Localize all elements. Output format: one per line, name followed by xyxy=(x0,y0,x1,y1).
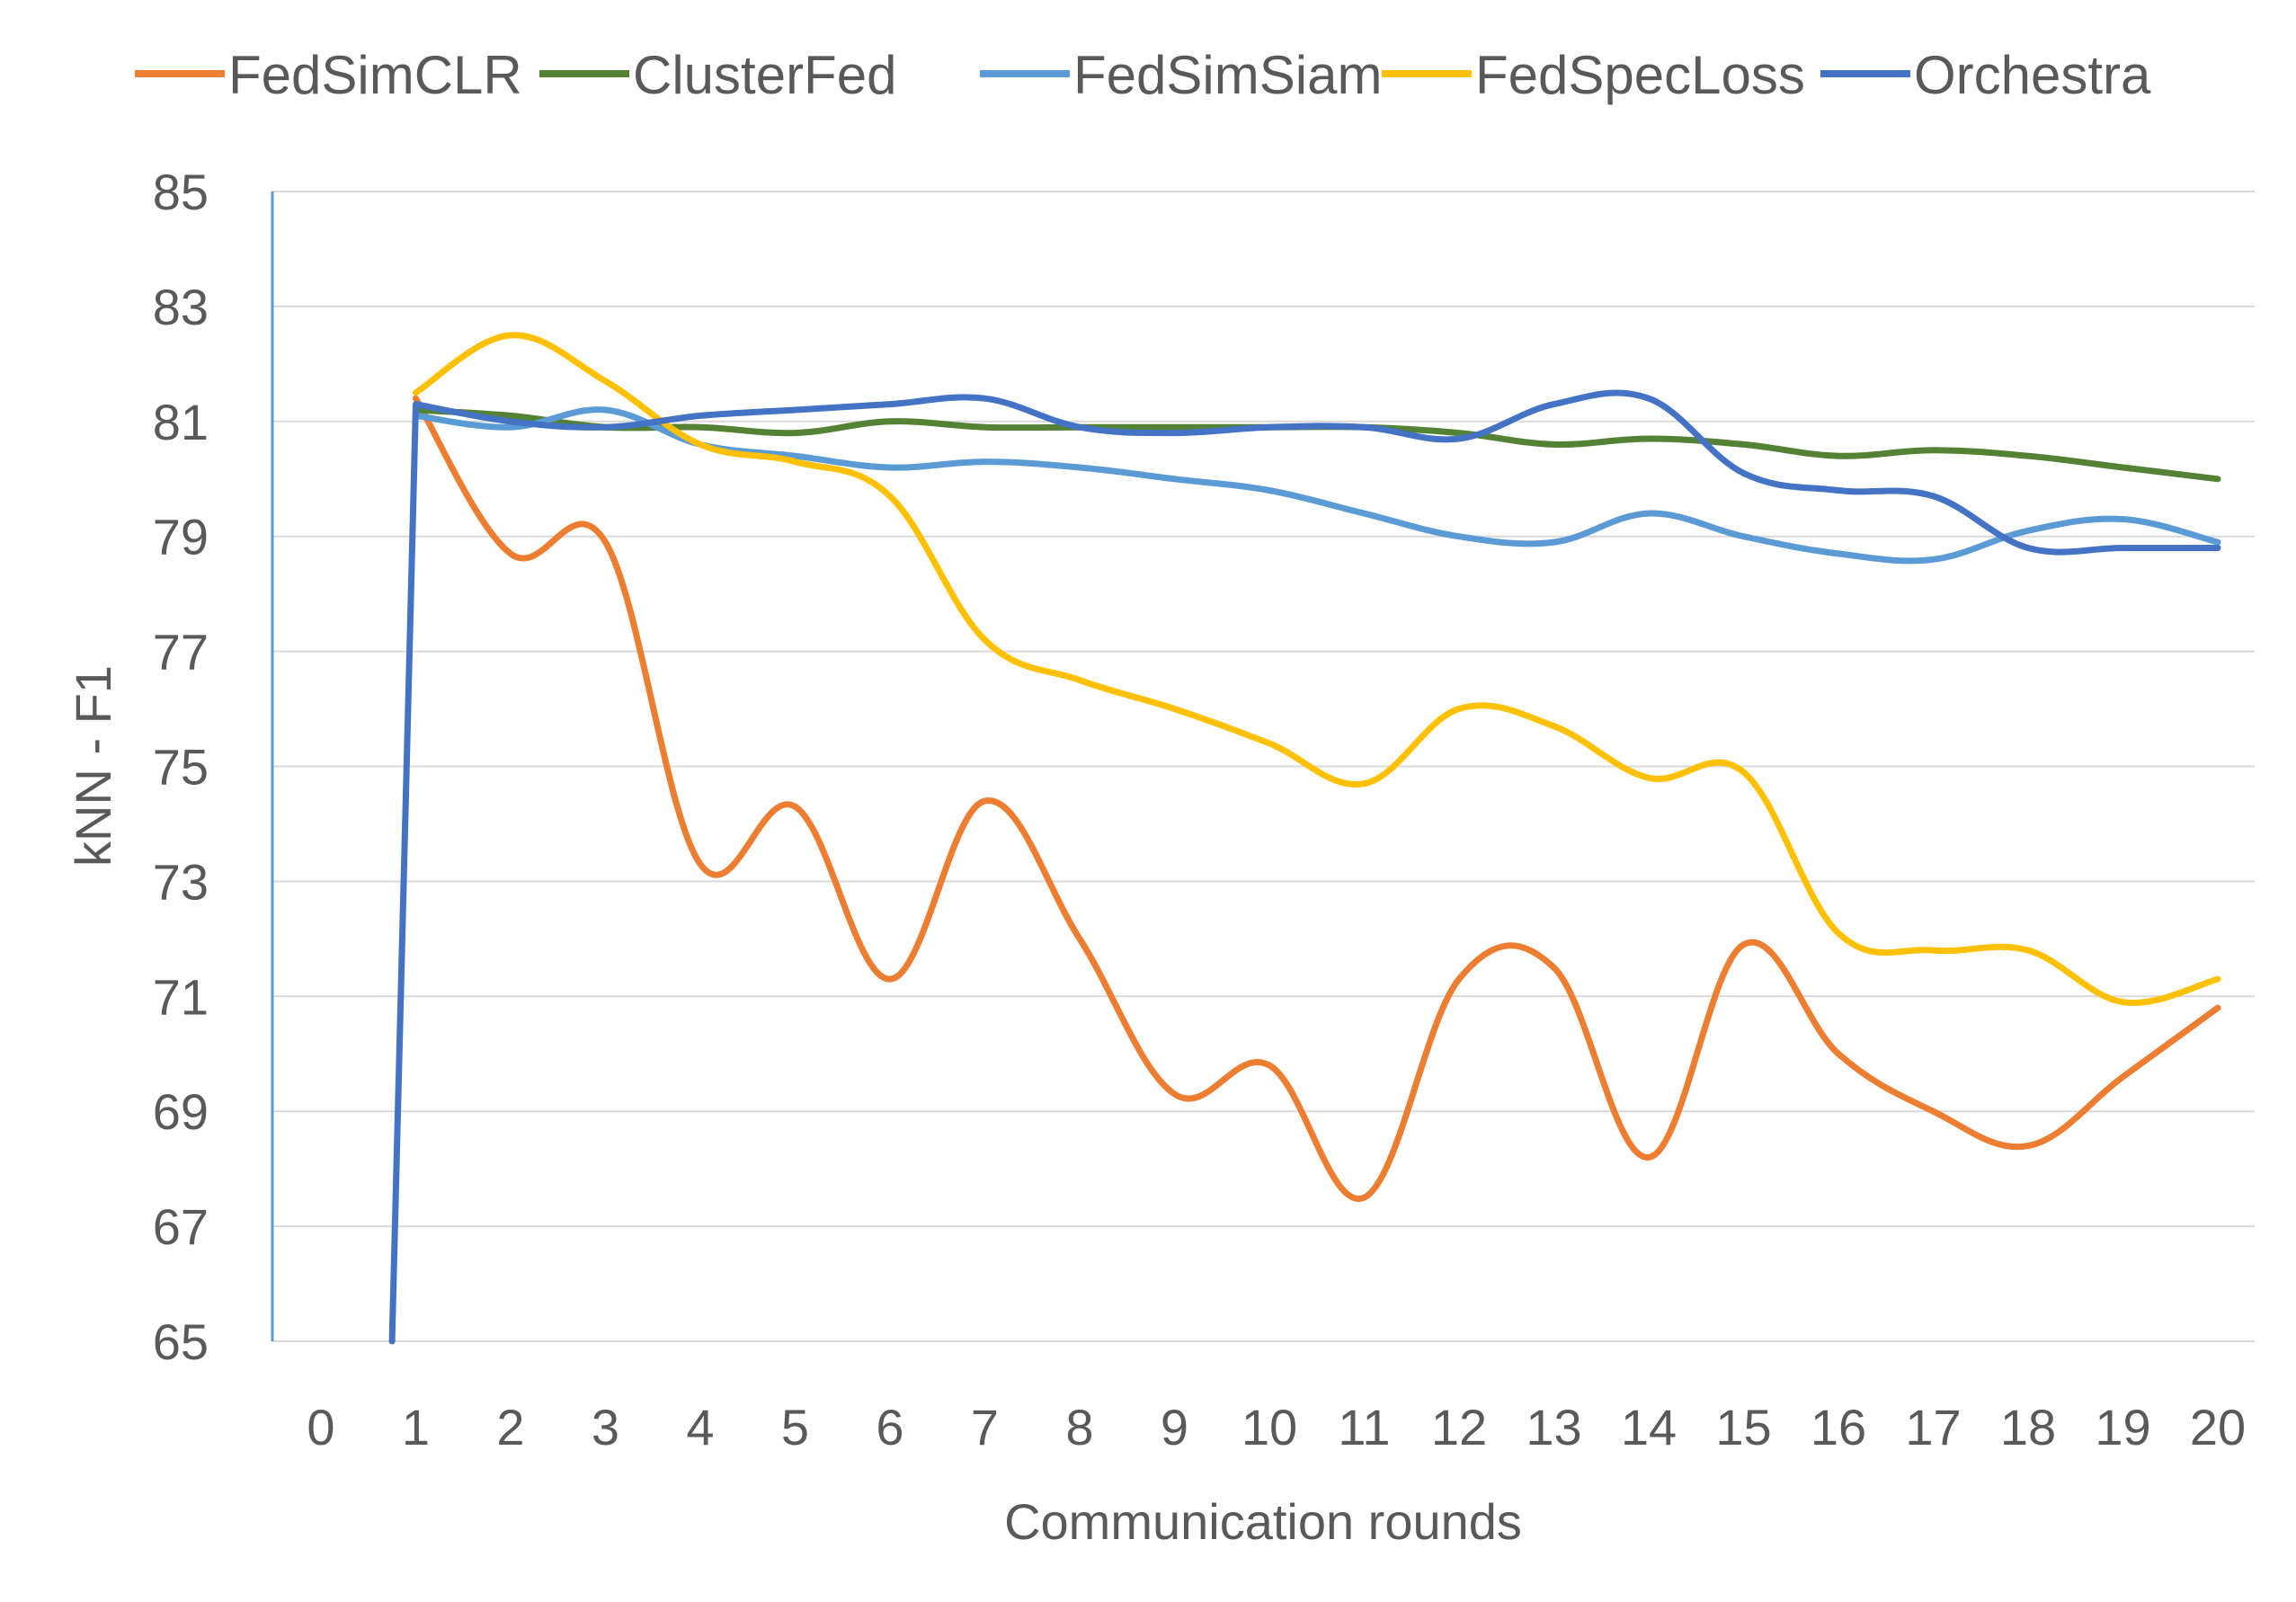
y-tick-label: 75 xyxy=(153,739,209,796)
legend: FedSimCLR ClusterFed FedSimSiam FedSpecLoss… xyxy=(135,45,2151,105)
legend-label-clusterfed: ClusterFed xyxy=(633,45,896,105)
x-tick-label: 20 xyxy=(2190,1399,2246,1455)
x-tick-label: 5 xyxy=(781,1399,809,1455)
x-tick-label: 17 xyxy=(1905,1399,1961,1455)
y-tick-label: 73 xyxy=(153,853,209,910)
y-tick-label: 79 xyxy=(153,509,209,565)
y-axis-ticks: 65 67 69 71 73 75 77 79 81 83 85 xyxy=(153,164,209,1370)
x-tick-label: 2 xyxy=(496,1399,524,1455)
x-tick-label: 7 xyxy=(971,1399,999,1455)
legend-label-fedsimclr: FedSimCLR xyxy=(228,45,522,105)
series-lines xyxy=(388,332,2221,1345)
x-tick-label: 16 xyxy=(1811,1399,1866,1455)
y-axis-title: kNN - F1 xyxy=(65,665,121,867)
y-tick-label: 83 xyxy=(153,279,209,335)
x-tick-label: 12 xyxy=(1431,1399,1487,1455)
x-tick-label: 10 xyxy=(1241,1399,1297,1455)
series-line-orchestra xyxy=(388,389,2221,1345)
x-tick-label: 3 xyxy=(592,1399,619,1455)
y-tick-label: 65 xyxy=(153,1313,209,1370)
y-tick-label: 85 xyxy=(153,164,209,220)
x-axis-title: Communication rounds xyxy=(1004,1493,1522,1550)
x-tick-label: 13 xyxy=(1526,1399,1581,1455)
y-tick-label: 69 xyxy=(153,1083,209,1140)
gridlines xyxy=(272,191,2255,1342)
x-tick-label: 6 xyxy=(876,1399,903,1455)
x-tick-label: 8 xyxy=(1065,1399,1093,1455)
x-tick-label: 11 xyxy=(1338,1399,1390,1455)
series-line-fedsimclr xyxy=(413,395,2221,1202)
y-tick-label: 77 xyxy=(153,624,209,681)
series-line-fedspecloss xyxy=(413,332,2221,1007)
x-tick-label: 9 xyxy=(1161,1399,1188,1455)
x-tick-label: 4 xyxy=(686,1399,714,1455)
series-line-fedsimsiam xyxy=(413,406,2221,565)
x-tick-label: 0 xyxy=(307,1399,334,1455)
y-tick-label: 67 xyxy=(153,1198,209,1255)
x-tick-label: 19 xyxy=(2095,1399,2150,1455)
legend-label-fedspecloss: FedSpecLoss xyxy=(1475,45,1805,105)
x-tick-label: 14 xyxy=(1621,1399,1677,1455)
x-tick-label: 15 xyxy=(1715,1399,1771,1455)
y-tick-label: 81 xyxy=(153,394,209,450)
x-tick-label: 1 xyxy=(402,1399,430,1455)
x-tick-label: 18 xyxy=(2000,1399,2056,1455)
legend-label-orchestra: Orchestra xyxy=(1914,45,2151,105)
legend-label-fedsimsiam: FedSimSiam xyxy=(1073,45,1382,105)
y-tick-label: 71 xyxy=(153,968,209,1025)
x-axis-ticks: 0 1 2 3 4 5 6 7 8 9 10 11 12 13 14 15 16 17 18 19 20 xyxy=(307,1399,2246,1455)
